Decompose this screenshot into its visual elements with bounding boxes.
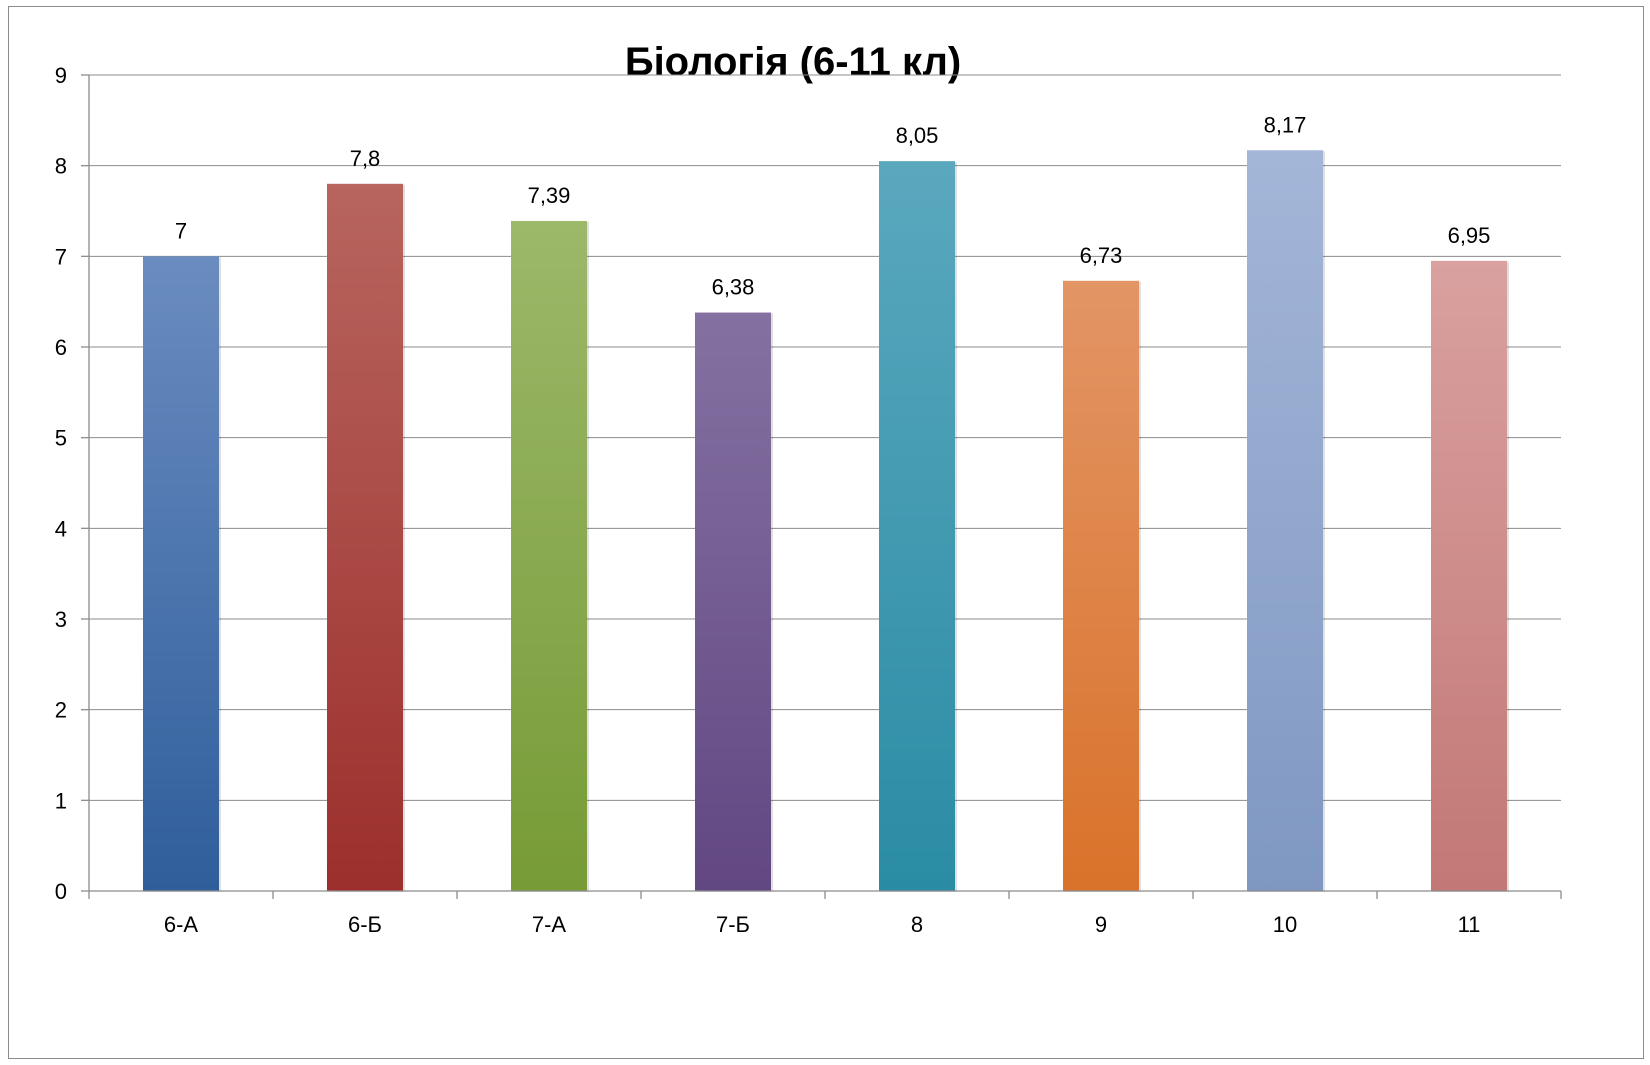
- data-label-9: 6,73: [1080, 243, 1123, 268]
- x-tick-label-7-А: 7-А: [532, 912, 567, 937]
- data-label-7-Б: 6,38: [712, 275, 755, 300]
- y-tick-label: 3: [55, 607, 67, 632]
- data-label-10: 8,17: [1264, 112, 1307, 137]
- bar-chart: Біологія (6-11 кл) 0 1 2 3 4 5 6 7 8 9 6-А 6-Б 7-А 7-…: [55, 40, 1562, 937]
- data-label-11: 6,95: [1448, 223, 1491, 248]
- bar-11: [1431, 260, 1507, 891]
- data-label-8: 8,05: [896, 123, 939, 148]
- axes: 0 1 2 3 4 5 6 7 8 9 6-А 6-Б 7-А 7-Б 8 9 10 11: [55, 63, 1562, 937]
- bar-7-Б: [695, 312, 771, 892]
- bar-8: [879, 161, 955, 892]
- bar-9: [1063, 280, 1139, 891]
- bar-6-А: [143, 256, 219, 891]
- y-tick-label: 6: [55, 335, 67, 360]
- x-tick-label-9: 9: [1095, 912, 1107, 937]
- data-label-6-Б: 7,8: [350, 146, 381, 171]
- x-tick-label-6-Б: 6-Б: [348, 912, 382, 937]
- bar-7-А: [511, 220, 587, 891]
- gridlines: [89, 74, 1561, 801]
- data-labels: 7 7,8 7,39 6,38 8,05 6,73 8,17 6,95: [175, 112, 1491, 299]
- data-label-6-А: 7: [175, 218, 187, 243]
- y-tick-label: 4: [55, 516, 67, 541]
- data-label-7-А: 7,39: [528, 183, 571, 208]
- x-tick-label-11: 11: [1458, 912, 1481, 937]
- x-tick-label-10: 10: [1273, 912, 1297, 937]
- x-tick-label-7-Б: 7-Б: [716, 912, 750, 937]
- y-tick-label: 1: [55, 788, 67, 813]
- y-tick-label: 7: [55, 244, 67, 269]
- y-tick-label: 9: [55, 63, 67, 88]
- bars: [143, 150, 1509, 893]
- chart-frame: Біологія (6-11 кл) 0 1 2 3 4 5 6 7 8 9 6-А 6-Б 7-А 7-…: [8, 6, 1644, 1059]
- bar-6-Б: [327, 183, 403, 892]
- y-tick-label: 8: [55, 154, 67, 179]
- y-tick-label: 2: [55, 698, 67, 723]
- y-tick-label: 5: [55, 426, 67, 451]
- x-tick-label-6-А: 6-А: [164, 912, 199, 937]
- x-tick-label-8: 8: [911, 912, 923, 937]
- bar-10: [1247, 150, 1323, 892]
- chart-title: Біологія (6-11 кл): [625, 40, 961, 84]
- y-tick-label: 0: [55, 879, 67, 904]
